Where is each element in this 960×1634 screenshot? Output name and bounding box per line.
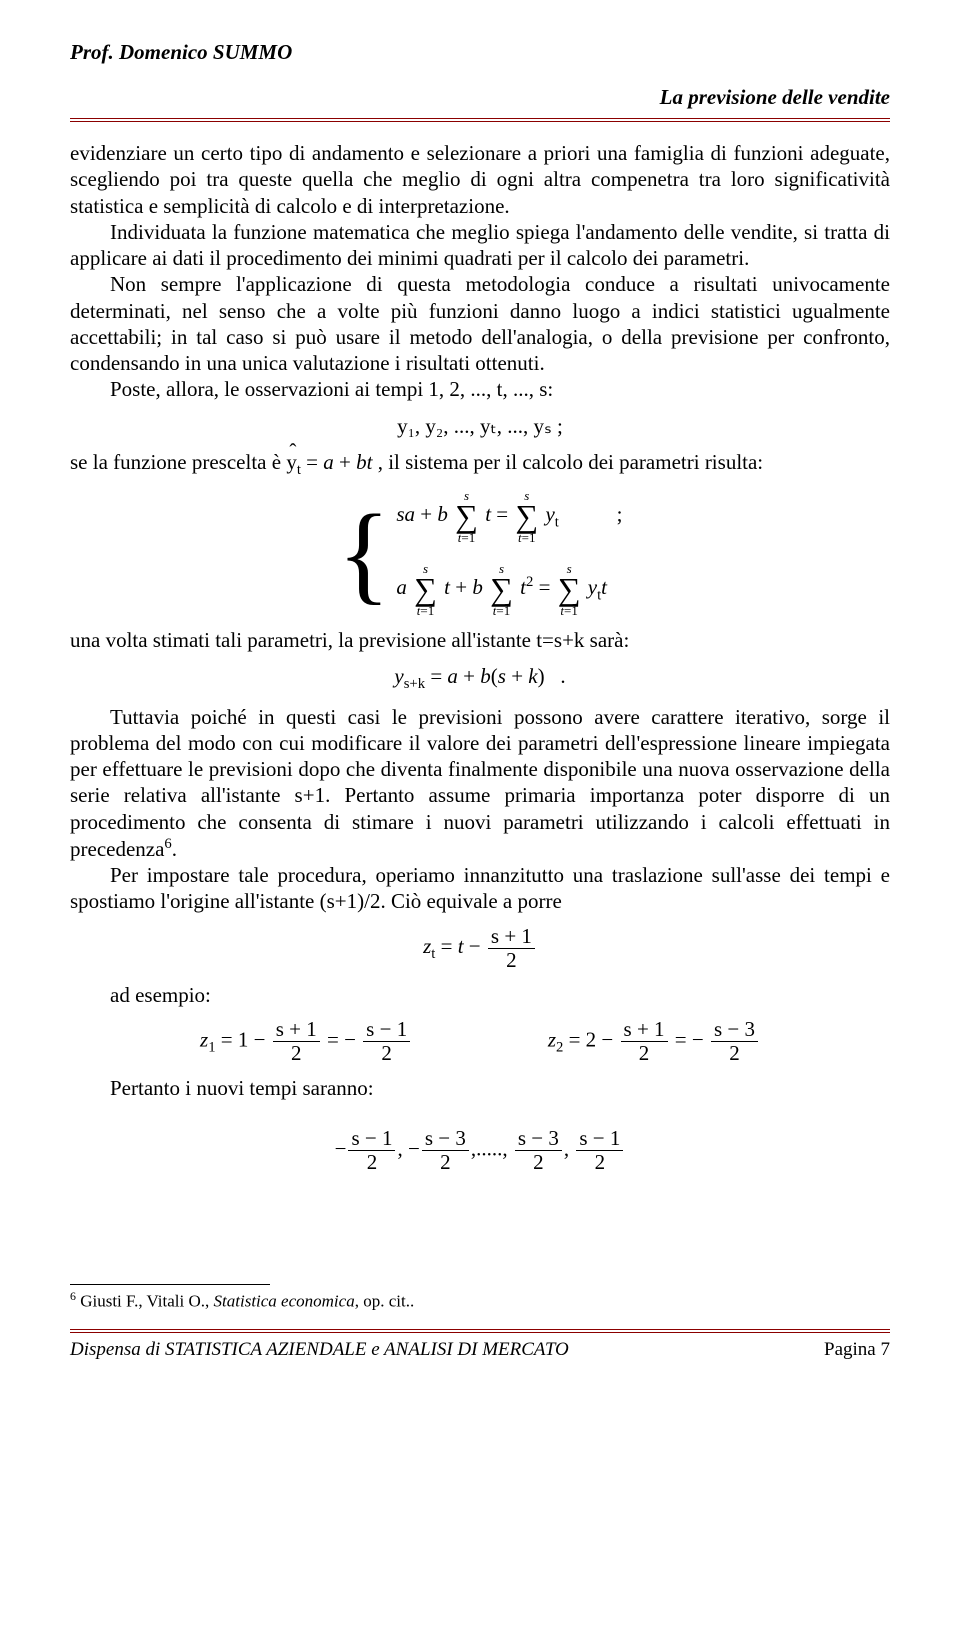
eq-zt: zt = t − s + 12 [70, 925, 890, 972]
eq-ysk-period: . [560, 664, 565, 688]
para-4: Poste, allora, le osservazioni ai tempi … [70, 376, 890, 402]
para-2: Individuata la funzione matematica che m… [70, 219, 890, 272]
eq-zt-den: 2 [488, 949, 535, 972]
para-5: se la funzione prescelta è yt = a + bt ,… [70, 449, 890, 480]
z1-n1: s + 1 [273, 1018, 320, 1042]
body-text: evidenziare un certo tipo di andamento e… [70, 140, 890, 1174]
header-author: Prof. Domenico SUMMO [70, 40, 890, 65]
footnote-rule [70, 1284, 270, 1285]
eq-yhat: yt = a + bt [286, 450, 372, 474]
footer-left: Dispensa di STATISTICA AZIENDALE e ANALI… [70, 1339, 569, 1361]
para-10: Pertanto i nuovi tempi saranno: [70, 1075, 890, 1101]
ser-3n: s − 3 [515, 1127, 562, 1151]
ser-1d: 2 [348, 1151, 395, 1174]
z2-n2: s − 3 [711, 1018, 758, 1042]
ser-4d: 2 [576, 1151, 623, 1174]
eq-zt-num: s + 1 [488, 925, 535, 949]
eq-series: −s − 12, −s − 32,....., s − 32, s − 12 [70, 1127, 890, 1174]
para-3: Non sempre l'applicazione di questa meto… [70, 271, 890, 376]
footnote-ref-6: 6 [164, 836, 171, 852]
eq-y-sequence: y₁, y₂, ..., yₜ, ..., yₛ ; [70, 413, 890, 439]
para-5b: , il sistema per il calcolo dei parametr… [378, 450, 763, 474]
eq-ysk: ys+k = a + b(s + k) . [70, 663, 890, 694]
z1-d2: 2 [363, 1042, 410, 1065]
z2-d2: 2 [711, 1042, 758, 1065]
ser-3d: 2 [515, 1151, 562, 1174]
para-7-end: . [172, 837, 177, 861]
para-5a: se la funzione prescelta è [70, 450, 286, 474]
footnote-text: Giusti F., Vitali O., Statistica economi… [76, 1291, 414, 1310]
z2-n1: s + 1 [621, 1018, 668, 1042]
footer-right: Pagina 7 [824, 1339, 890, 1361]
para-1: evidenziare un certo tipo di andamento e… [70, 140, 890, 219]
eq-zt-lhs: zt = t − [423, 934, 486, 958]
system-semicolon: ; [617, 503, 623, 527]
para-6: una volta stimati tali parametri, la pre… [70, 627, 890, 653]
header-title: La previsione delle vendite [70, 85, 890, 110]
para-7-text: Tuttavia poiché in questi casi le previs… [70, 705, 890, 861]
footnote-6: 6 Giusti F., Vitali O., Statistica econo… [70, 1289, 890, 1312]
ser-4n: s − 1 [576, 1127, 623, 1151]
eq-z2: z2 = 2 − s + 12 = − s − 32 [548, 1018, 760, 1065]
z2-d1: 2 [621, 1042, 668, 1065]
header-rule [70, 118, 890, 122]
eq-system: { sa + b s∑t=1 t = s∑t=1 yt ; a s∑t=1 t [70, 489, 890, 617]
eq-z1: z1 = 1 − s + 12 = − s − 12 [200, 1018, 412, 1065]
eq-z1-z2: z1 = 1 − s + 12 = − s − 12 z2 = 2 − s + … [70, 1018, 890, 1065]
para-9: ad esempio: [70, 982, 890, 1008]
footer-rule [70, 1329, 890, 1333]
para-8: Per impostare tale procedura, operiamo i… [70, 862, 890, 915]
ser-1n: s − 1 [348, 1127, 395, 1151]
page-footer: Dispensa di STATISTICA AZIENDALE e ANALI… [70, 1339, 890, 1361]
z1-d1: 2 [273, 1042, 320, 1065]
ser-2d: 2 [422, 1151, 469, 1174]
para-7: Tuttavia poiché in questi casi le previs… [70, 704, 890, 863]
z1-n2: s − 1 [363, 1018, 410, 1042]
ser-2n: s − 3 [422, 1127, 469, 1151]
